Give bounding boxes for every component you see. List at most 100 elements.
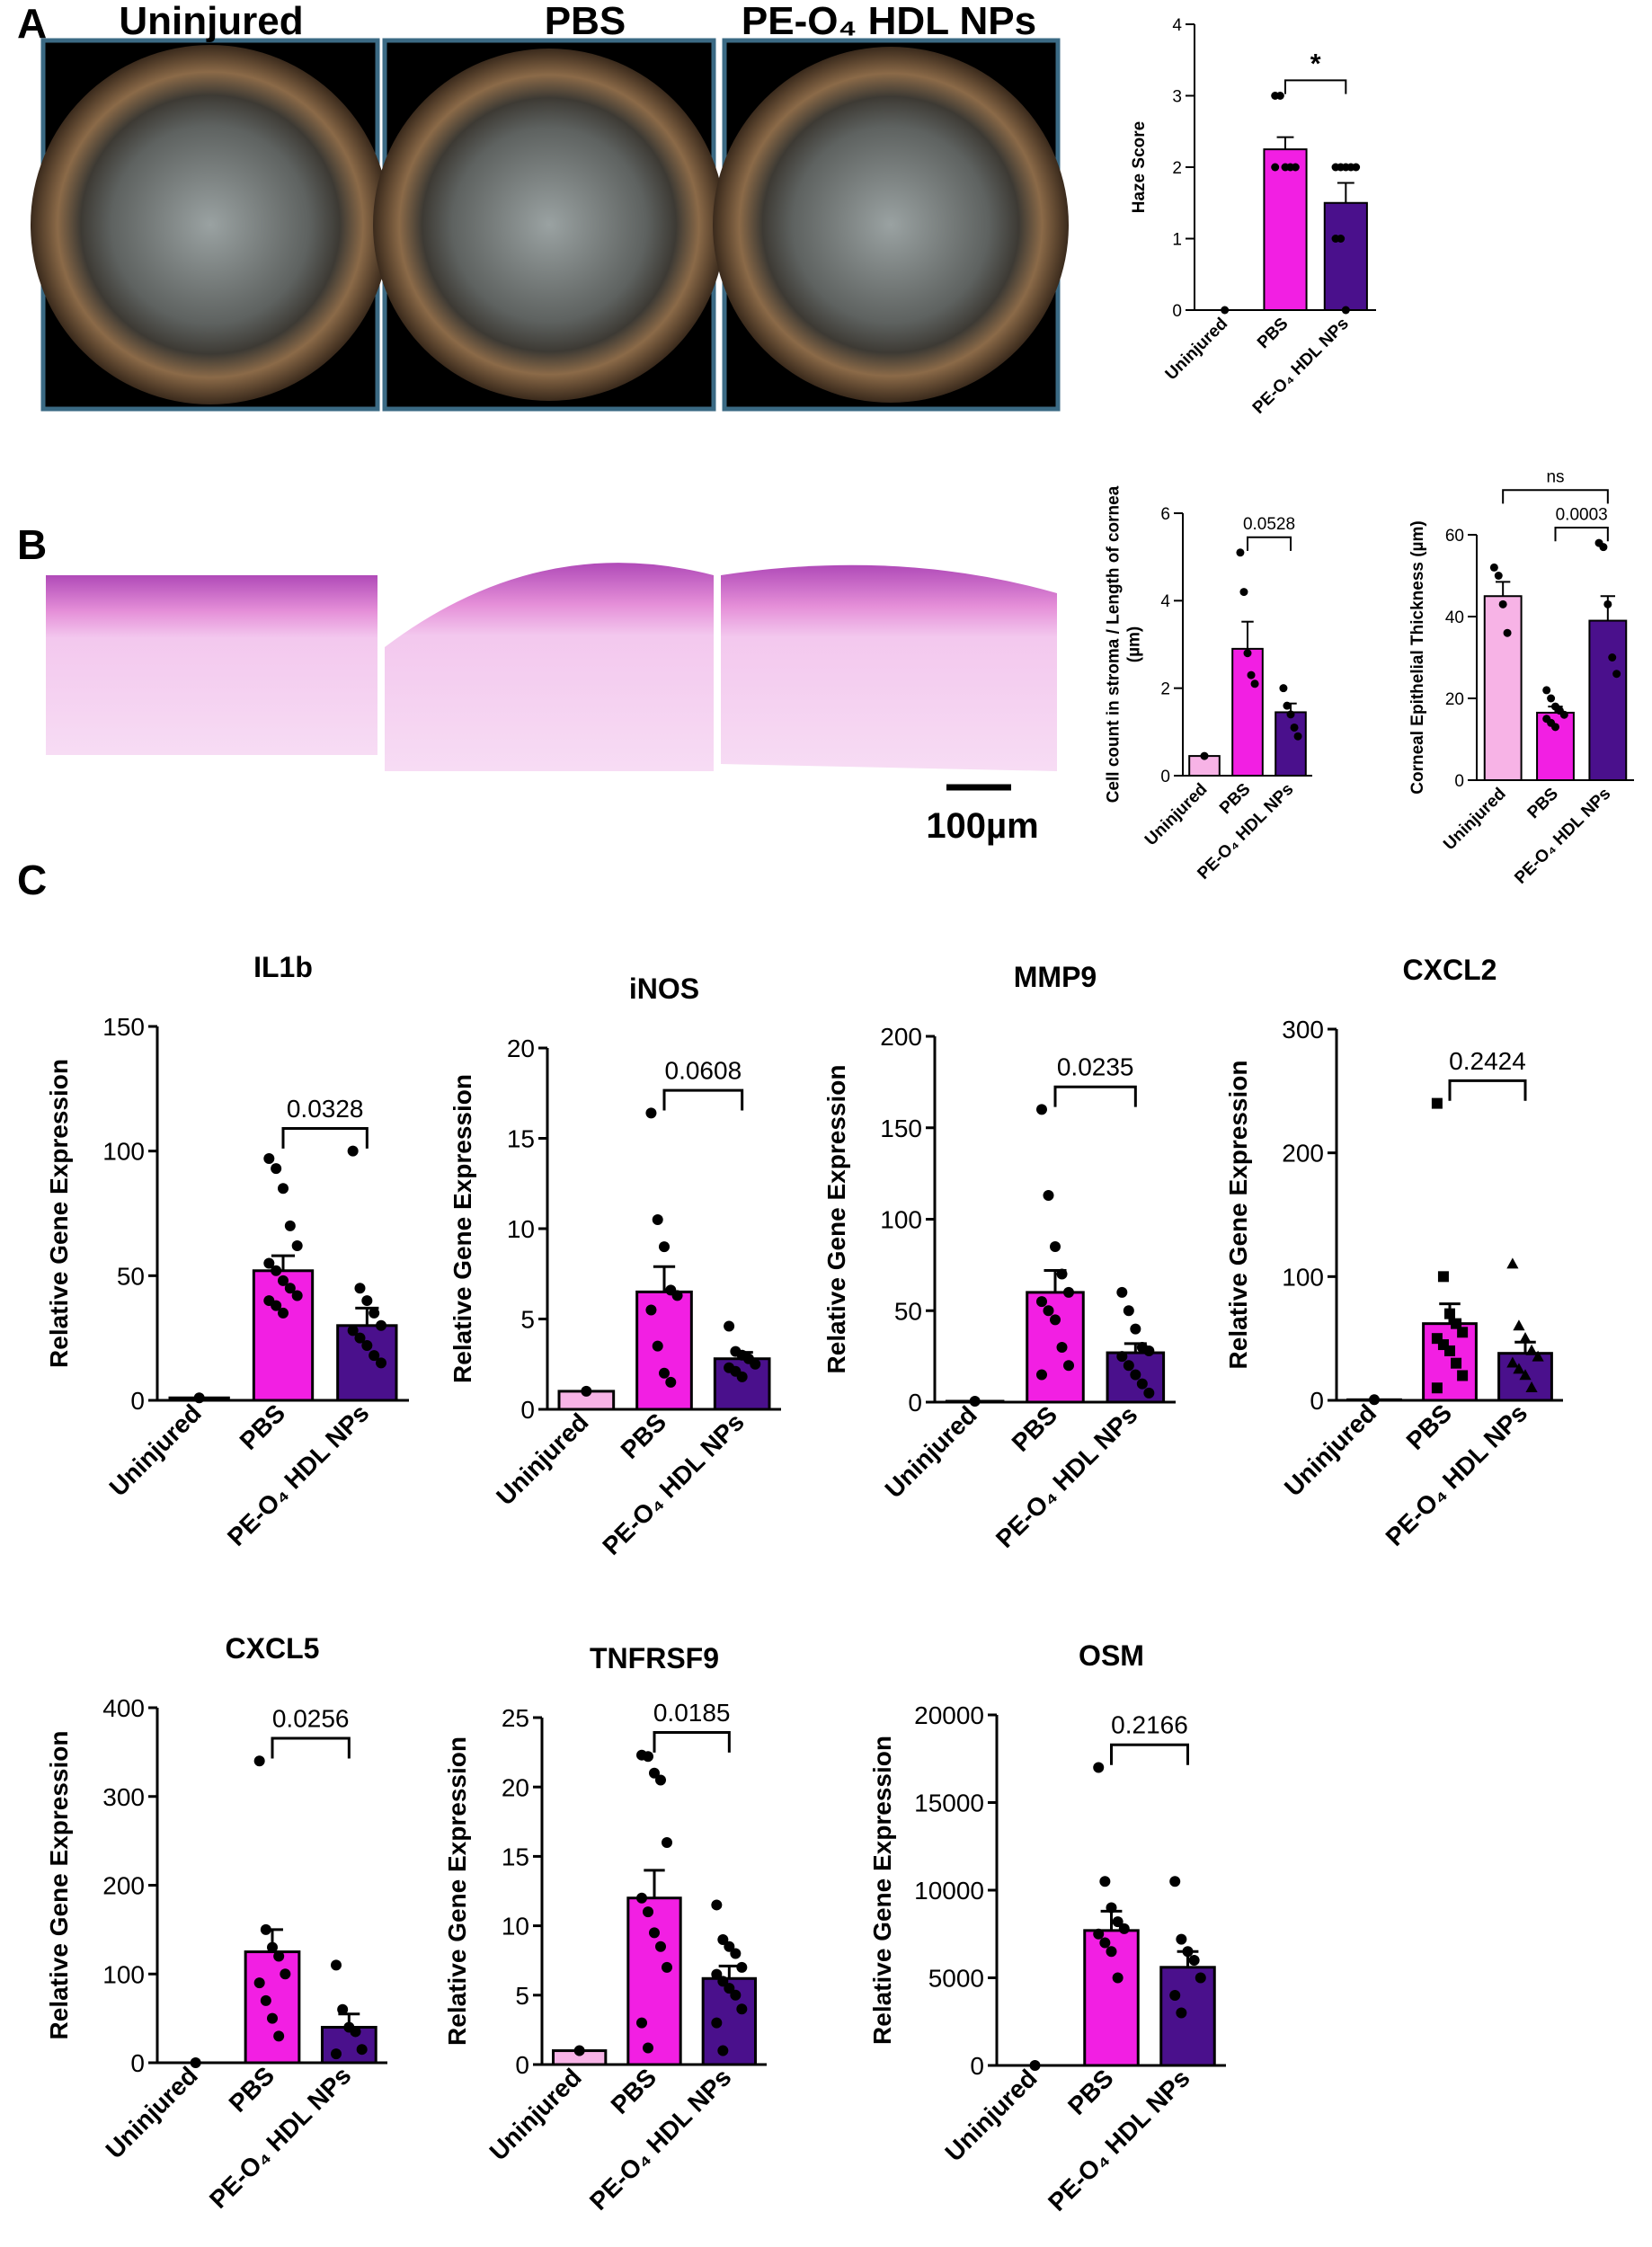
bar	[1159, 1966, 1216, 2067]
data-point	[369, 1350, 380, 1362]
y-tick-label: 100	[1282, 1263, 1324, 1291]
y-axis-label: Relative Gene Expression	[443, 1736, 471, 2046]
data-point	[643, 1751, 653, 1763]
data-point	[253, 1755, 265, 1767]
data-point	[350, 2026, 361, 2038]
data-point	[1247, 671, 1256, 679]
data-point	[1106, 1946, 1117, 1958]
y-tick-label: 0	[520, 1396, 535, 1424]
y-tick-label: 0	[970, 2052, 984, 2080]
significance-bracket	[653, 1730, 731, 1753]
data-point	[724, 1941, 735, 1952]
data-point	[1200, 751, 1209, 760]
significance-bracket	[281, 1126, 369, 1149]
data-point	[263, 1152, 275, 1164]
bar	[1263, 148, 1308, 311]
photos	[31, 38, 1069, 412]
x-tick-label: Uninjured	[1162, 315, 1232, 385]
data-point	[278, 1183, 289, 1195]
data-point	[1195, 1972, 1206, 1984]
data-point	[573, 2045, 585, 2056]
x-tick-label: PE-O₄ HDL NPs	[990, 1400, 1143, 1553]
data-point	[1525, 1381, 1538, 1393]
chart-title: CXCL5	[226, 1632, 320, 1665]
x-tick-label: PBS	[235, 1399, 291, 1455]
y-tick-label: 300	[1282, 1016, 1324, 1044]
data-point	[361, 1339, 373, 1351]
data-point	[1250, 679, 1259, 688]
data-point	[1236, 548, 1245, 557]
data-point	[717, 2045, 729, 2056]
x-tick-label: Uninjured	[1141, 780, 1212, 850]
bar	[336, 1324, 398, 1402]
x-tick-label: PE-O₄ HDL NPs	[1043, 2064, 1195, 2216]
data-point	[273, 2030, 285, 2042]
data-point	[291, 1240, 303, 1252]
data-point	[1271, 163, 1280, 172]
data-point	[1056, 1341, 1068, 1353]
data-point	[1513, 1319, 1525, 1331]
data-point	[347, 1325, 359, 1337]
significance-bracket	[1502, 489, 1609, 504]
data-point	[1547, 694, 1556, 703]
data-point	[1188, 1955, 1200, 1966]
data-point	[1050, 1314, 1061, 1326]
data-point	[330, 2048, 342, 2060]
x-tick-label: Uninjured	[1279, 1399, 1381, 1501]
data-point	[267, 2012, 278, 2024]
y-tick-label: 0	[1310, 1387, 1324, 1415]
data-point	[330, 1959, 342, 1971]
y-tick-label: 10	[507, 1215, 535, 1243]
y-tick-label: 0	[1454, 772, 1464, 791]
significance-label: 0.0235	[1057, 1053, 1134, 1081]
histology-image	[46, 575, 377, 755]
data-point	[273, 1950, 285, 1962]
y-tick-label: 50	[894, 1297, 922, 1325]
data-point	[271, 1163, 282, 1175]
data-point	[1099, 1876, 1111, 1887]
significance-bracket	[271, 1736, 351, 1759]
eye	[31, 45, 390, 404]
y-tick-label: 2	[1160, 680, 1170, 699]
significance-label: 0.0528	[1243, 515, 1295, 534]
data-point	[1035, 1369, 1047, 1381]
significance-bracket	[1053, 1085, 1137, 1107]
y-tick-label: 25	[502, 1704, 529, 1732]
data-point	[1063, 1360, 1075, 1372]
y-tick-label: 2	[1172, 159, 1182, 178]
data-point	[1603, 599, 1612, 608]
chart-title: CXCL2	[1403, 954, 1497, 986]
data-point	[1143, 1346, 1155, 1357]
data-point	[1503, 628, 1512, 637]
x-tick-label: Uninjured	[939, 2064, 1042, 2166]
data-point	[1035, 1104, 1047, 1115]
photo-title: Uninjured	[119, 0, 303, 43]
y-axis-label: (µm)	[1125, 626, 1144, 663]
data-point	[376, 1357, 387, 1369]
bar	[1275, 711, 1307, 777]
y-tick-label: 15	[502, 1843, 529, 1870]
x-tick-label: PBS	[1062, 2064, 1119, 2120]
significance-label: ns	[1546, 468, 1564, 487]
data-point	[1123, 1360, 1134, 1372]
x-tick-label: PE-O₄ HDL NPs	[1381, 1399, 1533, 1551]
data-point	[643, 1906, 653, 1918]
data-point	[636, 1892, 647, 1904]
x-tick-label: Uninjured	[491, 1408, 593, 1510]
x-tick-label: Uninjured	[1440, 785, 1510, 855]
data-point	[278, 1274, 289, 1286]
data-point	[1239, 588, 1248, 597]
data-point	[581, 1385, 592, 1397]
data-point	[337, 2003, 349, 2015]
y-axis-label: Haze Score	[1130, 121, 1149, 213]
bar	[1231, 647, 1264, 777]
significance-bracket	[1247, 536, 1292, 551]
eye	[713, 47, 1069, 403]
bar	[1536, 711, 1575, 781]
scale-bar-label: 100µm	[926, 806, 1038, 846]
significance-label: 0.0003	[1556, 505, 1608, 524]
data-point	[1431, 1097, 1443, 1109]
y-tick-label: 50	[117, 1262, 145, 1290]
y-tick-label: 150	[880, 1115, 922, 1142]
